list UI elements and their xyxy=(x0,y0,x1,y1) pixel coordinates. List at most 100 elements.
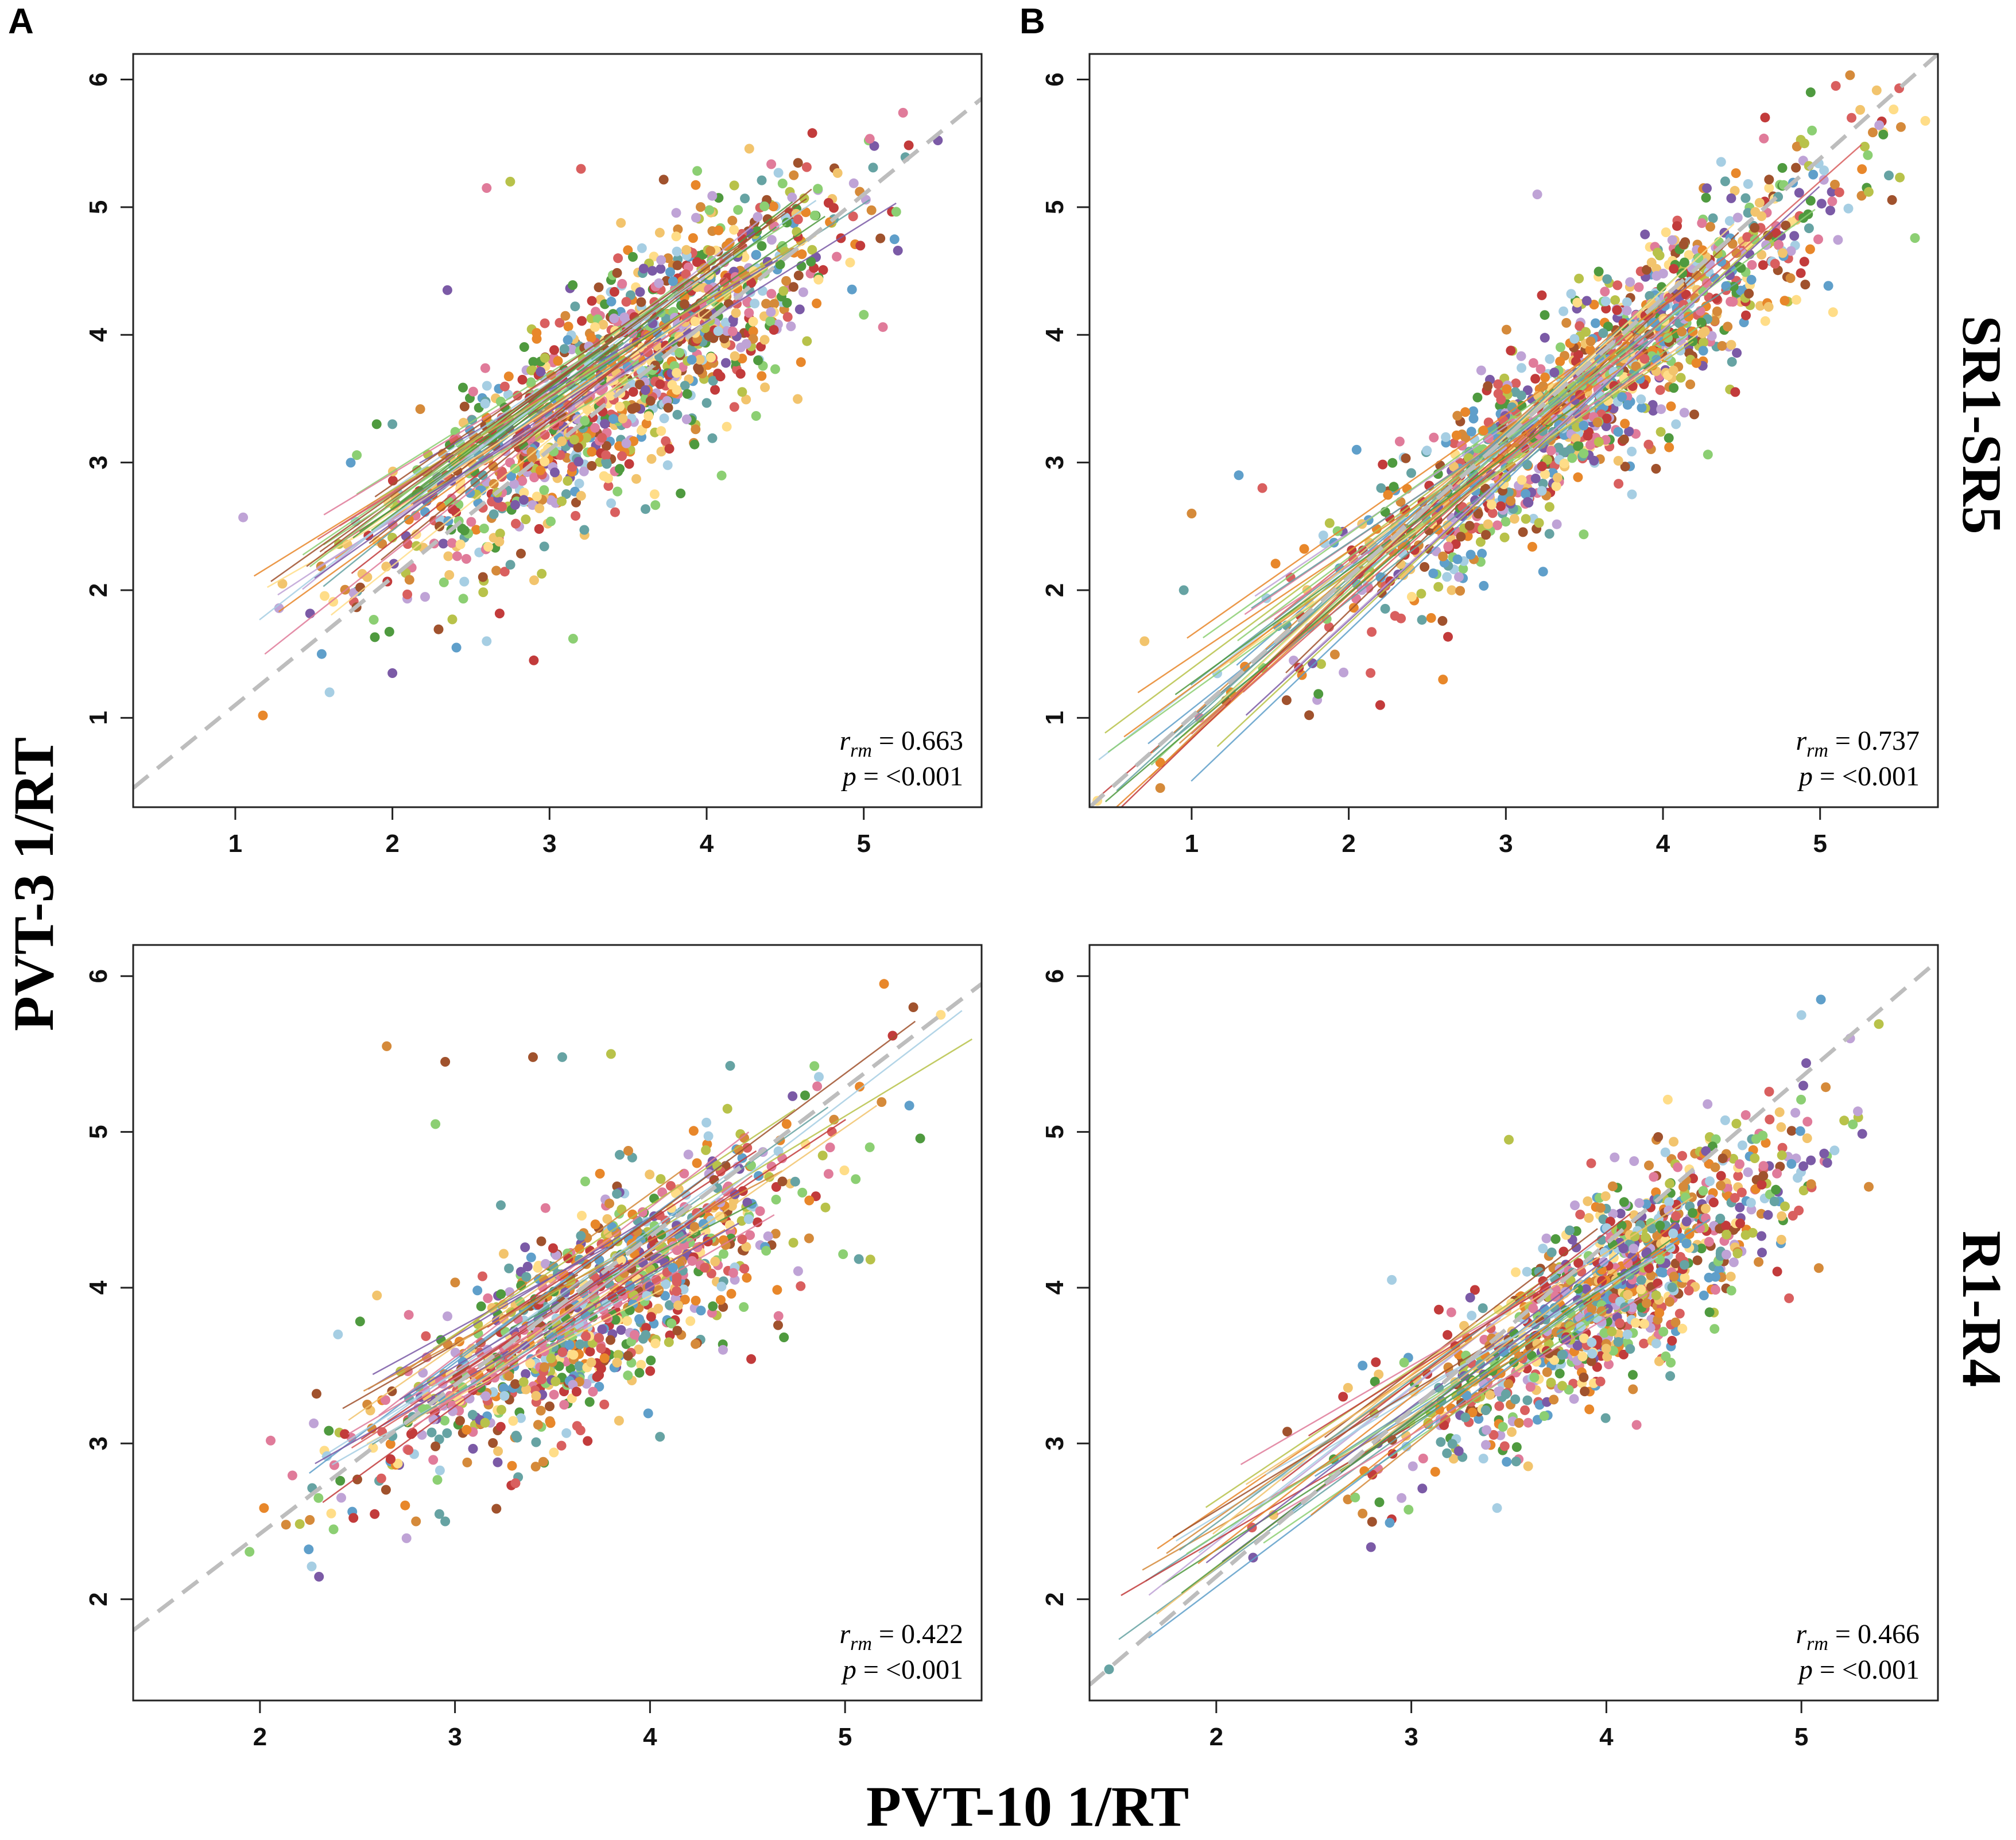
data-point xyxy=(1367,1470,1378,1480)
data-point xyxy=(848,211,858,222)
data-point xyxy=(1572,1341,1583,1351)
data-point xyxy=(606,296,617,307)
data-point xyxy=(804,1195,815,1206)
data-point xyxy=(1819,175,1829,185)
data-point xyxy=(525,1358,536,1369)
data-point xyxy=(1282,1427,1292,1437)
data-point xyxy=(404,1310,414,1320)
data-point xyxy=(1674,1308,1685,1319)
data-point xyxy=(1549,1394,1559,1405)
data-point xyxy=(1728,297,1738,307)
regression-line xyxy=(1245,186,1820,716)
data-point xyxy=(574,478,584,489)
data-point xyxy=(1551,481,1561,491)
data-point xyxy=(518,1377,529,1387)
data-point xyxy=(1793,1173,1802,1183)
data-point xyxy=(1665,1371,1676,1381)
data-point xyxy=(1712,306,1722,316)
data-point xyxy=(1715,1214,1726,1223)
data-point xyxy=(539,485,549,495)
data-point xyxy=(703,1131,714,1141)
correlation-value: = 0.737 xyxy=(1828,726,1920,756)
data-point xyxy=(1651,1290,1661,1300)
data-point xyxy=(731,308,741,318)
data-point xyxy=(1248,1552,1258,1563)
data-point xyxy=(1540,372,1550,382)
data-point xyxy=(1669,383,1679,393)
data-point xyxy=(569,435,579,445)
data-point xyxy=(1695,1223,1705,1233)
data-point xyxy=(789,170,799,180)
data-point xyxy=(1409,545,1420,555)
data-point xyxy=(517,374,528,385)
data-point xyxy=(772,1285,782,1295)
data-point xyxy=(887,1031,898,1041)
data-point xyxy=(721,358,731,368)
data-point xyxy=(739,1133,749,1143)
data-point xyxy=(1494,1401,1505,1411)
data-point xyxy=(672,409,683,420)
data-point xyxy=(1709,1324,1720,1334)
data-point xyxy=(1579,420,1589,431)
data-point xyxy=(1567,453,1577,463)
data-point xyxy=(1651,1338,1661,1349)
data-point xyxy=(713,326,723,336)
data-point xyxy=(777,1176,788,1187)
data-point xyxy=(1499,1441,1510,1451)
regression-line xyxy=(379,234,815,498)
data-point xyxy=(716,470,727,481)
data-point xyxy=(348,1513,359,1523)
data-point xyxy=(602,441,611,451)
data-point xyxy=(1653,1132,1664,1142)
data-point xyxy=(766,289,777,299)
regression-line xyxy=(309,278,687,568)
data-point xyxy=(402,539,413,549)
data-point xyxy=(1825,206,1835,216)
data-point xyxy=(1358,1508,1368,1519)
data-point xyxy=(671,231,681,242)
y-tick-label: 4 xyxy=(1041,1280,1069,1295)
data-point xyxy=(1669,1272,1679,1281)
data-point xyxy=(1705,1176,1715,1186)
data-point xyxy=(1506,346,1516,356)
data-point xyxy=(645,1366,656,1376)
data-point xyxy=(1498,1421,1508,1432)
data-point xyxy=(534,524,544,534)
data-point xyxy=(452,551,462,561)
data-point xyxy=(385,1439,396,1449)
data-point xyxy=(258,710,268,720)
data-point xyxy=(516,1413,526,1423)
data-point xyxy=(1764,1087,1774,1097)
data-point xyxy=(468,1444,478,1454)
data-point xyxy=(1726,193,1736,203)
data-point xyxy=(1600,286,1610,297)
data-point xyxy=(1577,1351,1588,1362)
regression-line xyxy=(1203,392,1549,638)
data-point xyxy=(489,509,499,520)
data-point xyxy=(440,1416,450,1425)
data-point xyxy=(1592,1313,1602,1323)
data-point xyxy=(1558,1246,1569,1257)
data-point xyxy=(404,575,414,585)
data-point xyxy=(1584,1404,1595,1415)
data-point xyxy=(710,385,720,395)
data-point xyxy=(1655,385,1665,395)
data-point xyxy=(1350,1492,1360,1502)
data-point xyxy=(1615,1318,1625,1328)
data-point xyxy=(1651,271,1662,281)
data-point xyxy=(771,1195,781,1204)
data-point xyxy=(550,467,560,478)
data-point xyxy=(1661,1351,1671,1361)
data-point xyxy=(522,1261,533,1272)
data-point xyxy=(1816,994,1826,1005)
data-point xyxy=(259,1503,269,1513)
data-point xyxy=(617,451,627,461)
data-point xyxy=(387,419,398,429)
data-point xyxy=(757,286,767,296)
data-point xyxy=(788,1238,798,1248)
data-point xyxy=(1532,189,1542,200)
data-point xyxy=(1294,663,1304,673)
data-point xyxy=(1488,1430,1499,1440)
data-point xyxy=(529,472,540,483)
data-point xyxy=(859,309,869,320)
